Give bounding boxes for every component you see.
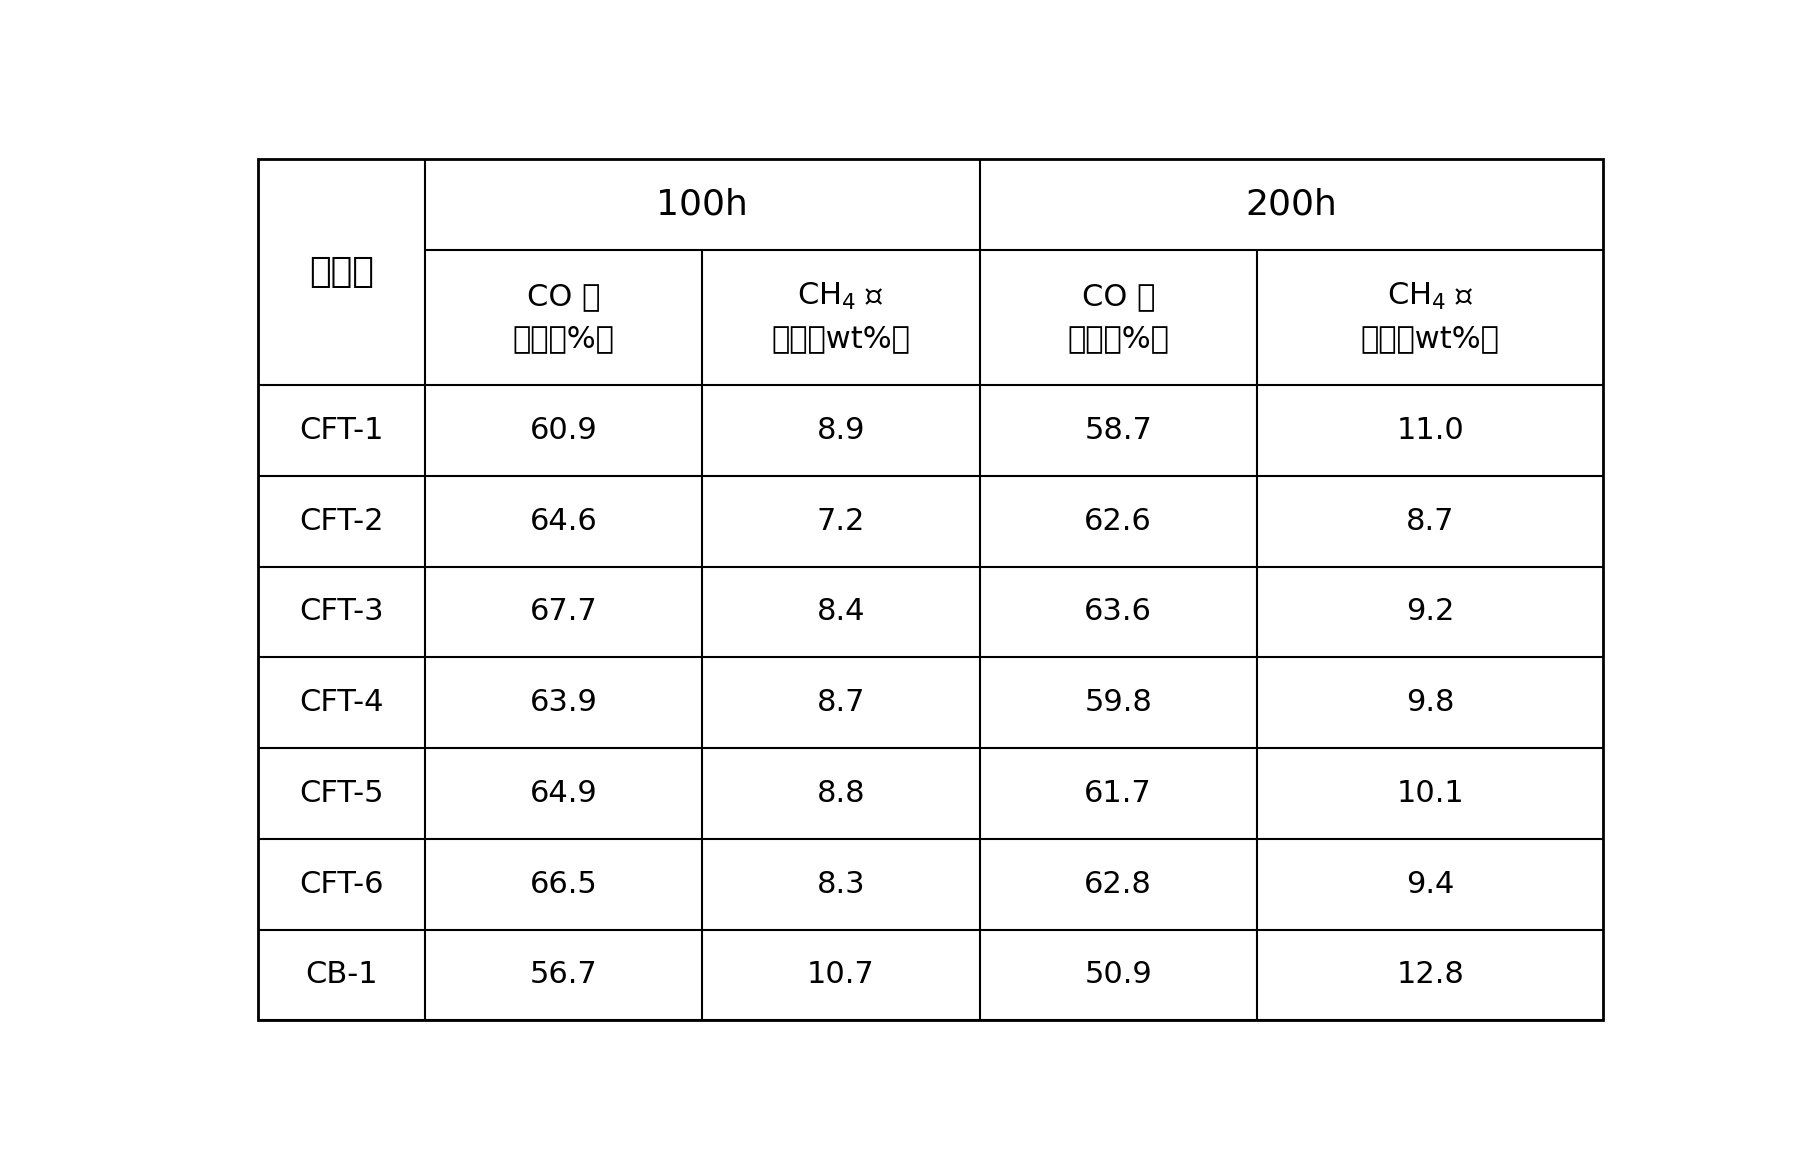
Text: 61.7: 61.7 xyxy=(1084,779,1151,808)
Text: 化率（%）: 化率（%） xyxy=(1068,325,1170,354)
Text: 9.4: 9.4 xyxy=(1406,870,1455,898)
Text: 10.1: 10.1 xyxy=(1397,779,1464,808)
Text: CFT-2: CFT-2 xyxy=(300,507,383,536)
Text: CFT-6: CFT-6 xyxy=(300,870,383,898)
Text: CFT-1: CFT-1 xyxy=(300,416,383,445)
Text: CFT-4: CFT-4 xyxy=(300,688,383,717)
Text: 8.4: 8.4 xyxy=(817,597,864,626)
Text: 催化剂: 催化剂 xyxy=(309,256,374,290)
Text: 10.7: 10.7 xyxy=(806,960,875,989)
Text: 200h: 200h xyxy=(1246,188,1337,222)
Text: CH$_4$ 选: CH$_4$ 选 xyxy=(1387,281,1473,312)
Text: 58.7: 58.7 xyxy=(1084,416,1151,445)
Text: 100h: 100h xyxy=(656,188,748,222)
Text: 50.9: 50.9 xyxy=(1084,960,1151,989)
Text: 择性（wt%）: 择性（wt%） xyxy=(1360,325,1500,354)
Text: 56.7: 56.7 xyxy=(530,960,597,989)
Text: 59.8: 59.8 xyxy=(1084,688,1151,717)
Text: CFT-5: CFT-5 xyxy=(300,779,383,808)
Text: 8.7: 8.7 xyxy=(1406,507,1455,536)
Text: CO 转: CO 转 xyxy=(1082,281,1155,311)
Text: 7.2: 7.2 xyxy=(817,507,864,536)
Text: 66.5: 66.5 xyxy=(530,870,597,898)
Text: 8.3: 8.3 xyxy=(817,870,864,898)
Text: 63.9: 63.9 xyxy=(530,688,597,717)
Text: CB-1: CB-1 xyxy=(305,960,378,989)
Text: 8.8: 8.8 xyxy=(817,779,864,808)
Text: 60.9: 60.9 xyxy=(530,416,597,445)
Text: 择性（wt%）: 择性（wt%） xyxy=(772,325,910,354)
Text: 64.9: 64.9 xyxy=(530,779,597,808)
Text: 9.8: 9.8 xyxy=(1406,688,1455,717)
Text: CH$_4$ 选: CH$_4$ 选 xyxy=(797,281,884,312)
Text: CFT-3: CFT-3 xyxy=(300,597,383,626)
Text: 12.8: 12.8 xyxy=(1397,960,1464,989)
Text: 11.0: 11.0 xyxy=(1397,416,1464,445)
Text: CO 转: CO 转 xyxy=(527,281,599,311)
Text: 9.2: 9.2 xyxy=(1406,597,1455,626)
Text: 化率（%）: 化率（%） xyxy=(512,325,614,354)
Text: 64.6: 64.6 xyxy=(530,507,597,536)
Text: 8.7: 8.7 xyxy=(817,688,864,717)
Text: 8.9: 8.9 xyxy=(817,416,864,445)
Text: 63.6: 63.6 xyxy=(1084,597,1151,626)
Text: 62.6: 62.6 xyxy=(1084,507,1151,536)
Text: 67.7: 67.7 xyxy=(530,597,597,626)
Text: 62.8: 62.8 xyxy=(1084,870,1151,898)
